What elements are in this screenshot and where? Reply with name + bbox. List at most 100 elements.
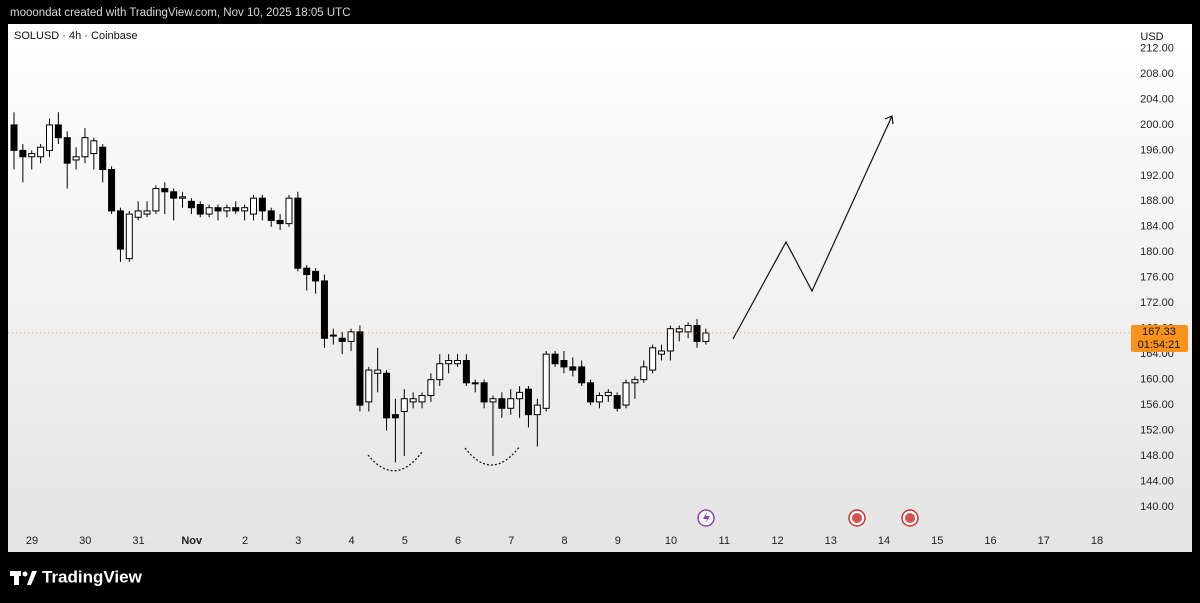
candle-body [595,395,603,403]
x-tick-label: 29 [26,535,38,547]
candle [72,147,80,170]
candle [196,201,204,218]
event-icon[interactable] [901,509,919,527]
candle-body [72,156,80,161]
candle [241,204,249,221]
candle [622,379,630,409]
candle-body [516,391,524,400]
candle [143,201,151,218]
candle-body [587,382,595,403]
candle [214,204,222,221]
x-tick-label: 12 [771,535,783,547]
candle [383,370,391,431]
candle-body [161,188,169,193]
candle [604,389,612,402]
candle [454,354,461,367]
chart-title: SOLUSD · 4h · Coinbase [14,30,138,42]
candle [427,373,435,402]
candle [445,354,453,374]
candle-body [108,168,116,212]
y-tick-label: 212.00 [1140,42,1174,54]
x-tick-label: 8 [561,535,567,547]
countdown-label: 01:54:21 [1138,339,1181,351]
y-tick-label: 160.00 [1140,374,1174,386]
candle-body [569,366,577,371]
candle [595,392,603,409]
x-tick-label: 18 [1091,535,1103,547]
candle-body [409,398,417,403]
candle-body [320,280,328,339]
y-tick-label: 156.00 [1140,399,1174,411]
x-tick-label: 10 [665,535,677,547]
candle-body [90,140,98,155]
candle [205,204,213,218]
candle-body [258,197,266,212]
candle-body [684,325,692,333]
candle [374,347,382,393]
x-tick-label: 5 [402,535,408,547]
candle-body [54,124,62,139]
x-tick-label: 3 [295,535,301,547]
y-tick-label: 176.00 [1140,272,1174,284]
candle-body [383,372,391,419]
candle-body [560,360,568,368]
candle-body [285,197,293,225]
candle-body [427,379,435,397]
candle [587,379,595,406]
candle [613,392,621,412]
candle [303,265,311,291]
candle-body [436,363,444,381]
candle-body [338,337,346,342]
y-tick-label: 152.00 [1140,424,1174,436]
y-tick-label: 184.00 [1140,221,1174,233]
candle-body [578,366,586,384]
candle [81,128,89,164]
caption: mooondat created with TradingView.com, N… [10,7,351,19]
candle [179,191,187,208]
candle-body [658,350,666,355]
candle [312,268,320,294]
candle [684,322,692,339]
candle-body [542,353,550,409]
event-icon[interactable] [697,509,715,527]
candle-body [347,331,355,342]
last-price-box [1131,324,1188,352]
y-tick-label: 192.00 [1140,170,1174,182]
candle-body [179,196,187,199]
candle [471,379,479,393]
plot: 140.00144.00148.00152.00156.00160.00164.… [8,42,1188,547]
candle [285,194,293,227]
candle-body [533,404,541,416]
x-tick-label: 31 [132,535,144,547]
arrow-head [884,115,894,125]
candle-body [170,191,178,199]
candle-body [99,146,107,170]
candle [675,325,683,342]
pattern-arc [464,445,521,466]
candle [232,201,240,215]
event-icon[interactable] [848,509,866,527]
candle-body [232,207,240,212]
candle [161,182,169,215]
candle [99,144,107,183]
candle [10,112,18,170]
candle [409,392,417,409]
candle-body [622,382,630,406]
candle-body [303,267,311,276]
candle [134,201,142,221]
candle-body [693,325,701,342]
x-tick-label: 2 [242,535,248,547]
candle [516,385,524,418]
candle-body [454,360,461,365]
x-tick-label: 17 [1038,535,1050,547]
candle [551,350,559,367]
candle [666,325,674,361]
candle [223,204,231,218]
candle-body [10,124,18,151]
candle-body [551,353,559,365]
candle-body [675,328,683,333]
candle [560,350,568,374]
candle-body [524,388,532,416]
projection-line [732,115,893,340]
